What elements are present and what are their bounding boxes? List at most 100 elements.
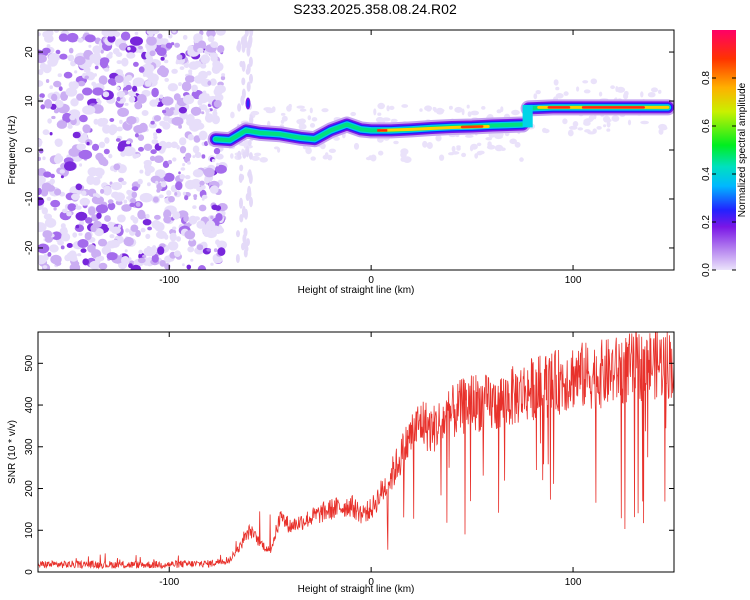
noise-blob [155, 180, 159, 185]
noise-blob [243, 34, 248, 42]
noise-blob [120, 93, 124, 97]
noise-blob [215, 205, 222, 212]
noise-blob [239, 60, 244, 68]
noise-blob [165, 42, 173, 49]
noise-blob [115, 200, 123, 206]
noise-blob [216, 162, 220, 167]
noise-blob [69, 263, 81, 270]
noise-blob [141, 110, 149, 116]
halo-blob [377, 112, 382, 116]
noise-blob [144, 165, 155, 173]
noise-blob [182, 263, 185, 267]
noise-blob [103, 67, 110, 72]
ridge-spur [246, 99, 250, 108]
noise-blob [196, 220, 206, 229]
halo-blob [328, 148, 336, 153]
noise-blob [106, 240, 117, 249]
noise-blob [164, 59, 169, 64]
halo-blob [640, 91, 644, 98]
noise-blob [118, 224, 122, 229]
noise-blob [207, 35, 215, 43]
halo-blob [456, 145, 461, 149]
noise-blob [143, 143, 153, 151]
halo-blob [448, 105, 453, 110]
noise-blob [215, 164, 227, 174]
noise-blob [217, 247, 226, 256]
colorbar-label: Normalized spectral amplitude [737, 82, 748, 217]
noise-blob [61, 232, 71, 242]
noise-blob [92, 220, 102, 229]
noise-blob [54, 138, 63, 146]
noise-blob [123, 236, 134, 247]
noise-blob [79, 114, 88, 123]
noise-blob [155, 128, 162, 134]
halo-blob [658, 128, 664, 135]
noise-blob [97, 118, 106, 127]
noise-blob [135, 202, 141, 207]
noise-blob [150, 175, 161, 184]
noise-blob [104, 137, 110, 144]
noise-blob [100, 188, 105, 194]
noise-blob [100, 49, 104, 54]
noise-blob [38, 175, 46, 185]
noise-blob [206, 30, 216, 38]
noise-blob [44, 236, 53, 243]
noise-blob [172, 226, 177, 230]
noise-blob [53, 207, 57, 211]
noise-blob [144, 80, 152, 87]
halo-blob [470, 110, 480, 116]
noise-blob [131, 191, 138, 199]
noise-blob [113, 163, 121, 171]
halo-blob [419, 108, 423, 112]
noise-blob [248, 173, 253, 185]
noise-blob [190, 106, 202, 116]
noise-blob [248, 56, 253, 67]
noise-blob [71, 193, 80, 201]
noise-blob [213, 108, 217, 112]
noise-blob [160, 181, 167, 188]
halo-blob [386, 105, 390, 112]
noise-blob [58, 33, 69, 42]
noise-blob [96, 194, 101, 198]
noise-blob [193, 194, 198, 198]
noise-blob [175, 60, 179, 65]
noise-blob [126, 196, 130, 200]
noise-blob [48, 53, 61, 62]
noise-blob [211, 115, 220, 125]
noise-blob [145, 213, 150, 219]
colorbar: 0.0 0.2 0.4 0.6 0.8 Normalized spectral ampl… [701, 30, 748, 277]
noise-blob [200, 54, 210, 64]
noise-blob [107, 78, 116, 85]
halo-blob [577, 127, 584, 131]
x-tick-label: -100 [159, 577, 179, 588]
noise-blob [107, 34, 116, 43]
halo-blob [533, 93, 538, 100]
noise-blob [58, 86, 63, 92]
colorbar-tick-label: 0.4 [701, 167, 712, 181]
noise-blob [179, 174, 186, 180]
noise-blob [213, 248, 218, 253]
noise-blob [124, 102, 129, 106]
noise-blob [92, 45, 102, 54]
noise-blob [100, 57, 110, 65]
noise-blob [107, 202, 116, 211]
noise-blob [175, 181, 183, 191]
halo-blob [563, 91, 569, 96]
noise-blob [241, 205, 246, 218]
ridge-core-red [460, 125, 484, 129]
halo-blob [496, 109, 502, 114]
noise-blob [182, 34, 188, 40]
noise-blob [192, 205, 197, 210]
x-tick-label: 0 [368, 275, 374, 286]
noise-blob [40, 104, 46, 110]
spectrogram-ylabel: Frequency (Hz) [7, 116, 18, 185]
noise-blob [77, 37, 84, 43]
noise-blob [46, 44, 51, 48]
noise-blob [126, 140, 131, 145]
snr-frame [37, 331, 675, 573]
noise-blob [148, 32, 154, 37]
noise-blob [116, 126, 123, 132]
noise-blob [147, 73, 159, 83]
noise-blob [116, 60, 122, 65]
